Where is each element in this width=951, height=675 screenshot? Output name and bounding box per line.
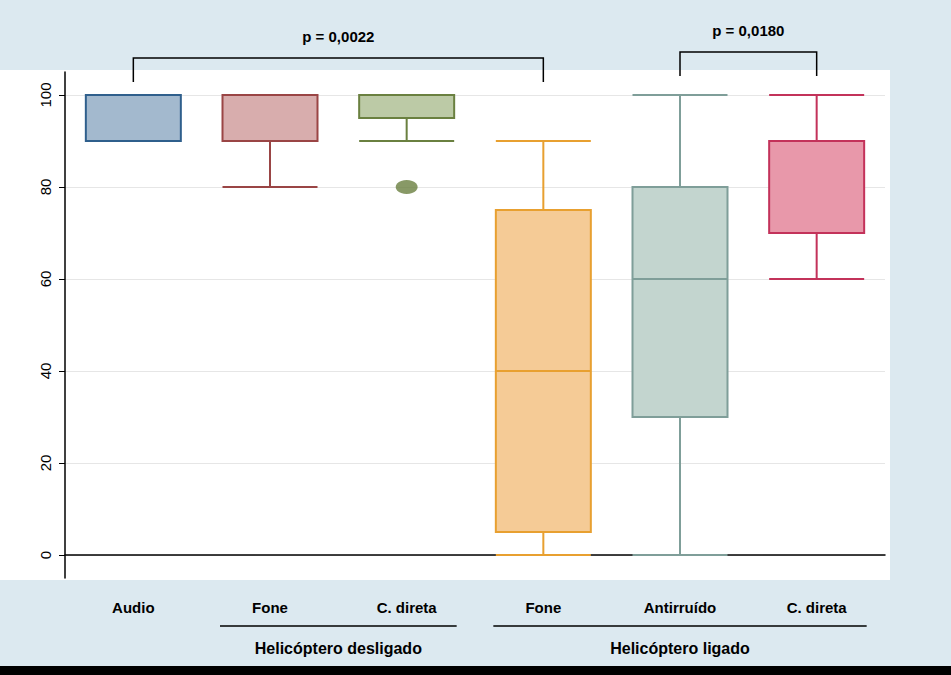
svg-text:100: 100 — [37, 82, 54, 107]
svg-text:60: 60 — [37, 271, 54, 288]
svg-text:Helicóptero ligado: Helicóptero ligado — [610, 640, 750, 657]
svg-text:Fone: Fone — [252, 599, 288, 616]
svg-text:Audio: Audio — [112, 599, 155, 616]
svg-text:80: 80 — [37, 179, 54, 196]
svg-text:Antirruído: Antirruído — [644, 599, 717, 616]
svg-text:p = 0,0180: p = 0,0180 — [712, 22, 784, 39]
svg-text:40: 40 — [37, 363, 54, 380]
svg-text:C. direta: C. direta — [787, 599, 848, 616]
svg-text:Helicóptero desligado: Helicóptero desligado — [255, 640, 422, 657]
svg-text:p = 0,0022: p = 0,0022 — [302, 28, 374, 45]
svg-text:0: 0 — [37, 551, 54, 559]
svg-text:Fone: Fone — [525, 599, 561, 616]
svg-text:20: 20 — [37, 455, 54, 472]
svg-text:C. direta: C. direta — [377, 599, 438, 616]
